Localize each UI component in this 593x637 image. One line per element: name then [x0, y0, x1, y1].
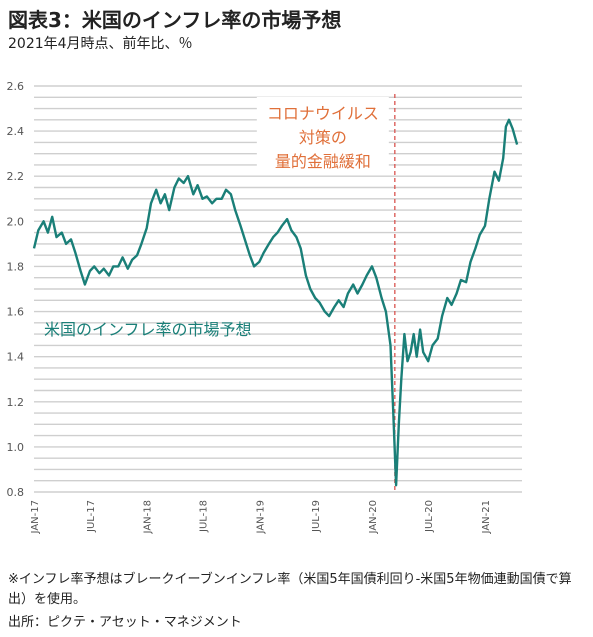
series-label: 米国のインフレ率の市場予想	[44, 320, 252, 339]
x-tick-label: JAN-17	[30, 500, 41, 534]
x-tick-label: JUL-20	[424, 500, 435, 533]
inflation-expectation-line	[32, 118, 519, 487]
annotation-text: 対策の	[299, 128, 347, 147]
inflation-expectation-chart: 0.8 1.0 1.2 1.4 1.6 1.8 2.0 2.2 2.4 2.6 JAN-17 JUL-…	[7, 80, 522, 534]
y-tick-label: 1.0	[7, 441, 25, 454]
y-tick-label: 2.6	[7, 80, 25, 93]
y-tick-label: 1.8	[7, 260, 25, 273]
x-tick-label: JUL-19	[311, 500, 322, 533]
x-tick-label: JAN-19	[255, 500, 266, 534]
chart-title: 図表3：米国のインフレ率の市場予想	[8, 8, 342, 32]
y-tick-label: 2.4	[7, 125, 25, 138]
footnote: ※インフレ率予想はブレークイーブンインフレ率（米国5年国債利回り-米国5年物価連…	[8, 572, 572, 607]
annotation-text: コロナウイルス	[267, 104, 379, 123]
x-tick-label: JAN-20	[368, 500, 379, 534]
y-tick-label: 2.0	[7, 215, 25, 228]
y-tick-label: 0.8	[7, 486, 25, 499]
y-tick-label: 1.2	[7, 396, 25, 409]
x-tick-label: JAN-18	[143, 500, 154, 534]
annotation-background	[256, 97, 389, 175]
y-tick-label: 1.4	[7, 351, 25, 364]
y-tick-label: 2.2	[7, 170, 25, 183]
y-tick-label: 1.6	[7, 306, 25, 319]
chart-subtitle: 2021年4月時点、前年比、％	[8, 36, 193, 52]
x-tick-label: JAN-21	[481, 500, 492, 534]
annotation-text: 量的金融緩和	[275, 152, 371, 171]
x-tick-label: JUL-17	[86, 500, 97, 533]
x-tick-label: JUL-18	[199, 500, 210, 533]
source-note: 出所：ピクテ・アセット・マネジメント	[8, 615, 242, 630]
